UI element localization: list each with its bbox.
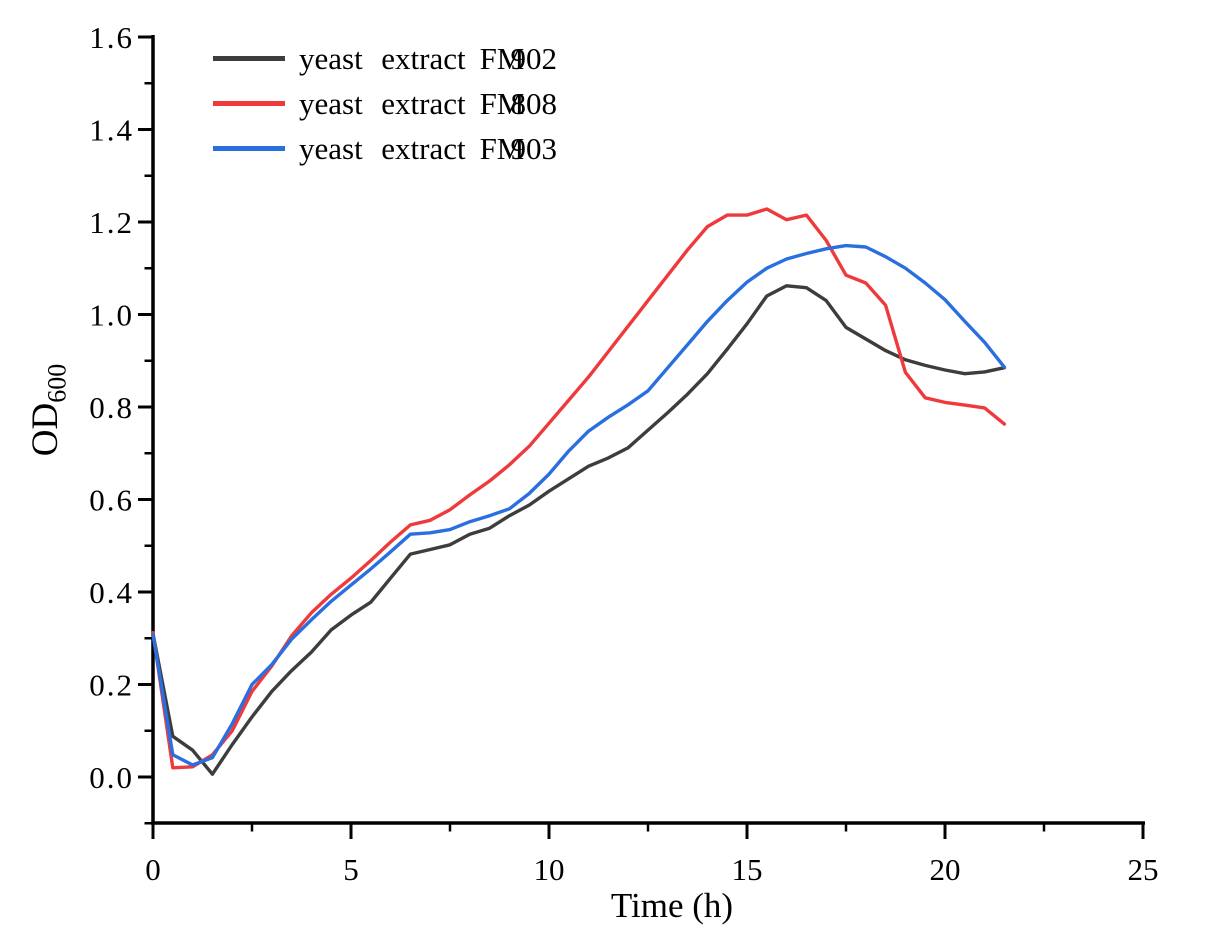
x-tick-label: 5: [343, 852, 359, 887]
legend-series-code: FM808: [479, 85, 557, 121]
y-tick-label: 1.6: [89, 20, 134, 55]
legend-label: yeast extract FM808: [299, 85, 557, 121]
y-axis-title: OD600: [24, 330, 72, 490]
y-axis-ticks: [138, 35, 153, 825]
y-tick-label: 0.0: [89, 760, 134, 795]
series-line-fm902: [151, 284, 1007, 776]
legend-item-fm902: yeast extract FM902: [213, 36, 557, 81]
x-axis-title: Time (h): [610, 886, 734, 925]
x-tick-label: 15: [732, 852, 763, 887]
y-tick-label: 1.0: [89, 298, 134, 333]
legend-series-code: FM903: [479, 130, 557, 166]
legend-series-code: FM902: [479, 40, 557, 76]
y-tick-labels: 0.0 0.2 0.4 0.6 0.8 1.0 1.2 1.4 1.6: [89, 20, 134, 795]
x-tick-label: 25: [1128, 852, 1159, 887]
y-tick-label: 0.6: [89, 483, 134, 518]
y-tick-label: 0.4: [89, 575, 134, 610]
legend: yeast extract FM902 yeast extract FM808 yeas…: [213, 36, 557, 171]
legend-item-fm903: yeast extract FM903: [213, 126, 557, 171]
y-axis-title-main: OD: [25, 402, 66, 457]
x-tick-label: 10: [534, 852, 565, 887]
legend-line-swatch: [213, 146, 285, 151]
legend-line-swatch: [213, 101, 285, 106]
y-axis-title-subscript: 600: [42, 363, 72, 403]
y-tick-label: 0.8: [89, 390, 134, 425]
y-tick-label: 0.2: [89, 668, 134, 703]
series-lines: [151, 207, 1007, 776]
legend-label: yeast extract FM902: [299, 40, 557, 76]
y-tick-label: 1.2: [89, 205, 134, 240]
y-tick-label: 1.4: [89, 113, 134, 148]
legend-item-fm808: yeast extract FM808: [213, 81, 557, 126]
series-line-fm808: [151, 207, 1007, 770]
x-axis-ticks: [151, 823, 1145, 839]
x-tick-label: 20: [930, 852, 961, 887]
x-tick-label: 0: [145, 852, 161, 887]
series-line-fm903: [151, 243, 1007, 767]
x-tick-labels: 0 5 10 15 20 25: [145, 852, 1158, 887]
legend-label: yeast extract FM903: [299, 130, 557, 166]
legend-line-swatch: [213, 56, 285, 61]
